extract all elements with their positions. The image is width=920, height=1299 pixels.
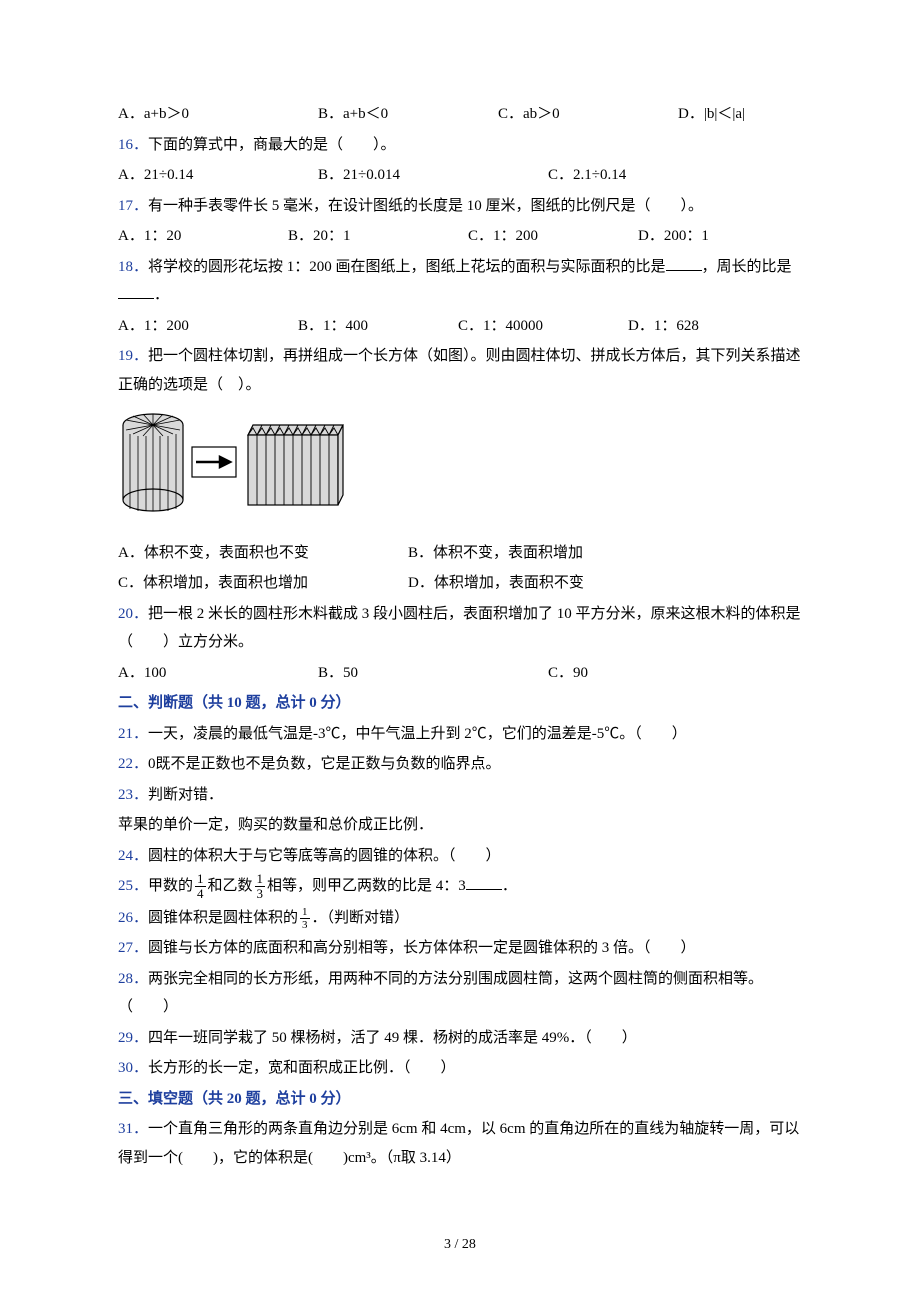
q18-opt-c: C．1：40000 [458, 312, 628, 341]
q17-opt-c: C．1：200 [468, 222, 638, 251]
q30-num: 30． [118, 1060, 148, 1076]
q21-text: 一天，凌晨的最低气温是-3℃，中午气温上升到 2℃，它们的温差是-5℃。（ ） [148, 726, 687, 742]
q18-text-a: 将学校的圆形花坛按 1：200 画在图纸上，图纸上花坛的面积与实际面积的比是 [148, 259, 666, 275]
q15-opt-a: A．a+b＞0 [118, 100, 318, 129]
q17-opt-a: A．1：20 [118, 222, 288, 251]
q16-stem: 16．下面的算式中，商最大的是（ ）。 [118, 131, 802, 160]
q24-num: 24． [118, 848, 148, 864]
q28-text: 两张完全相同的长方形纸，用两种不同的方法分别围成圆柱筒，这两个圆柱筒的侧面积相等… [118, 971, 763, 1016]
q17-options: A．1：20 B．20：1 C．1：200 D．200：1 [118, 222, 802, 251]
q18-opt-b: B．1：400 [298, 312, 458, 341]
q16-opt-b: B．21÷0.014 [318, 161, 548, 190]
q18-options: A．1：200 B．1：400 C．1：40000 D．1：628 [118, 312, 802, 341]
q15-opt-b: B．a+b＜0 [318, 100, 498, 129]
q18-blank-2 [118, 284, 154, 299]
q26: 26．圆锥体积是圆柱体积的13．（判断对错） [118, 904, 802, 933]
q30: 30．长方形的长一定，宽和面积成正比例．（ ） [118, 1054, 802, 1083]
q17-opt-b: B．20：1 [288, 222, 468, 251]
frac-1-3b: 13 [300, 906, 310, 931]
q23-line2: 苹果的单价一定，购买的数量和总价成正比例． [118, 811, 802, 840]
q18-blank-1 [666, 256, 702, 271]
frac-1-4: 14 [195, 872, 206, 902]
frac-1-3: 13 [255, 872, 266, 902]
q25-text-b: 和乙数 [208, 878, 253, 894]
q19-opt-d: D．体积增加，表面积不变 [408, 569, 584, 598]
q16-opt-a: A．21÷0.14 [118, 161, 318, 190]
cylinder-to-cuboid-diagram [118, 407, 348, 522]
q26-text-a: 圆锥体积是圆柱体积的 [148, 910, 298, 926]
q29-num: 29． [118, 1030, 148, 1046]
q25-blank [466, 875, 502, 890]
q19-options-row2: C．体积增加，表面积也增加 D．体积增加，表面积不变 [118, 569, 802, 598]
q19-stem: 19．把一个圆柱体切割，再拼组成一个长方体（如图）。则由圆柱体切、拼成长方体后，… [118, 342, 802, 399]
q17-stem: 17．有一种手表零件长 5 毫米，在设计图纸的长度是 10 厘米，图纸的比例尺是… [118, 192, 802, 221]
q24: 24．圆柱的体积大于与它等底等高的圆锥的体积。（ ） [118, 842, 802, 871]
q17-num: 17． [118, 198, 148, 214]
q19-num: 19． [118, 348, 148, 364]
q25: 25．甲数的14和乙数13相等，则甲乙两数的比是 4：3 ． [118, 872, 802, 902]
q15-opt-c: C．ab＞0 [498, 100, 678, 129]
q26-text-b: ．（判断对错） [312, 910, 410, 926]
q18-opt-a: A．1：200 [118, 312, 298, 341]
q16-opt-c: C．2.1÷0.14 [548, 161, 626, 190]
q15-options: A．a+b＞0 B．a+b＜0 C．ab＞0 D．|b|＜|a| [118, 100, 802, 129]
q28: 28．两张完全相同的长方形纸，用两种不同的方法分别围成圆柱筒，这两个圆柱筒的侧面… [118, 965, 802, 1022]
q17-text: 有一种手表零件长 5 毫米，在设计图纸的长度是 10 厘米，图纸的比例尺是（ ）… [148, 198, 703, 214]
q18-text-b: ，周长的比是 [702, 259, 792, 275]
q19-opt-a: A．体积不变，表面积也不变 [118, 539, 408, 568]
q19-options-row1: A．体积不变，表面积也不变 B．体积不变，表面积增加 [118, 539, 802, 568]
q15-opt-d: D．|b|＜|a| [678, 100, 745, 129]
q22: 22．0既不是正数也不是负数，它是正数与负数的临界点。 [118, 750, 802, 779]
q17-opt-d: D．200：1 [638, 222, 709, 251]
q27-text: 圆锥与长方体的底面积和高分别相等，长方体体积一定是圆锥体积的 3 倍。（ ） [148, 940, 696, 956]
section-3-header: 三、填空题（共 20 题，总计 0 分） [118, 1085, 802, 1114]
q23: 23．判断对错． [118, 781, 802, 810]
q19-opt-b: B．体积不变，表面积增加 [408, 539, 583, 568]
q19-text: 把一个圆柱体切割，再拼组成一个长方体（如图）。则由圆柱体切、拼成长方体后，其下列… [118, 348, 801, 393]
q22-num: 22． [118, 756, 148, 772]
q29: 29．四年一班同学栽了 50 棵杨树，活了 49 棵．杨树的成活率是 49%．（… [118, 1024, 802, 1053]
q19-opt-c: C．体积增加，表面积也增加 [118, 569, 408, 598]
q31-text: 一个直角三角形的两条直角边分别是 6cm 和 4cm，以 6cm 的直角边所在的… [118, 1121, 799, 1166]
q16-options: A．21÷0.14 B．21÷0.014 C．2.1÷0.14 [118, 161, 802, 190]
q25-text-d: ． [502, 878, 517, 894]
q20-stem: 20．把一根 2 米长的圆柱形木料截成 3 段小圆柱后，表面积增加了 10 平方… [118, 600, 802, 657]
q21-num: 21． [118, 726, 148, 742]
q24-text: 圆柱的体积大于与它等底等高的圆锥的体积。（ ） [148, 848, 501, 864]
q20-opt-c: C．90 [548, 659, 588, 688]
q18-text-c: ． [154, 287, 169, 303]
q22-text: 0既不是正数也不是负数，它是正数与负数的临界点。 [148, 756, 501, 772]
q25-num: 25． [118, 878, 148, 894]
q18-opt-d: D．1：628 [628, 312, 699, 341]
q20-num: 20． [118, 606, 148, 622]
q31-num: 31． [118, 1121, 148, 1137]
page-number: 3 / 28 [118, 1232, 802, 1259]
q23-num: 23． [118, 787, 148, 803]
q18-stem: 18．将学校的圆形花坛按 1：200 画在图纸上，图纸上花坛的面积与实际面积的比… [118, 253, 802, 310]
q16-num: 16． [118, 137, 148, 153]
section-2-header: 二、判断题（共 10 题，总计 0 分） [118, 689, 802, 718]
q30-text: 长方形的长一定，宽和面积成正比例．（ ） [148, 1060, 456, 1076]
q27: 27．圆锥与长方体的底面积和高分别相等，长方体体积一定是圆锥体积的 3 倍。（ … [118, 934, 802, 963]
q25-text-a: 甲数的 [148, 878, 193, 894]
q18-num: 18． [118, 259, 148, 275]
q28-num: 28． [118, 971, 148, 987]
q26-num: 26． [118, 910, 148, 926]
q31: 31．一个直角三角形的两条直角边分别是 6cm 和 4cm，以 6cm 的直角边… [118, 1115, 802, 1172]
q27-num: 27． [118, 940, 148, 956]
q20-opt-b: B．50 [318, 659, 548, 688]
q23-text: 判断对错． [148, 787, 223, 803]
q21: 21．一天，凌晨的最低气温是-3℃，中午气温上升到 2℃，它们的温差是-5℃。（… [118, 720, 802, 749]
q29-text: 四年一班同学栽了 50 棵杨树，活了 49 棵．杨树的成活率是 49%．（ ） [148, 1030, 637, 1046]
q20-opt-a: A．100 [118, 659, 318, 688]
q25-text-c: 相等，则甲乙两数的比是 4：3 [267, 878, 466, 894]
q20-options: A．100 B．50 C．90 [118, 659, 802, 688]
q16-text: 下面的算式中，商最大的是（ ）。 [148, 137, 396, 153]
q20-text: 把一根 2 米长的圆柱形木料截成 3 段小圆柱后，表面积增加了 10 平方分米，… [118, 606, 801, 651]
